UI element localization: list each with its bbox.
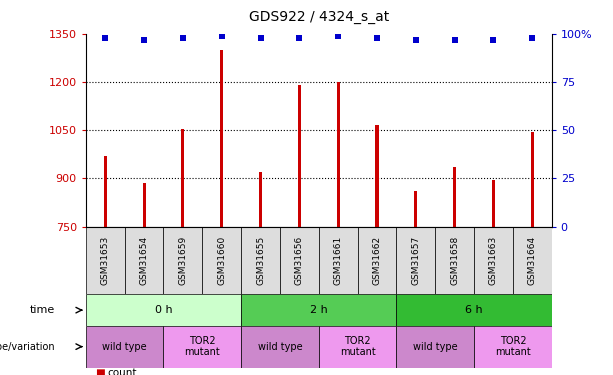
Text: GSM31657: GSM31657 — [411, 236, 421, 285]
Bar — [492, 180, 495, 227]
Text: wild type: wild type — [413, 342, 457, 352]
Bar — [319, 326, 397, 368]
Text: GSM31664: GSM31664 — [528, 236, 537, 285]
Text: time: time — [29, 305, 55, 315]
Text: 6 h: 6 h — [465, 305, 483, 315]
Text: 0 h: 0 h — [154, 305, 172, 315]
Bar — [531, 132, 534, 227]
Text: GSM31656: GSM31656 — [295, 236, 304, 285]
Bar — [86, 227, 124, 294]
Bar — [202, 227, 241, 294]
Text: genotype/variation: genotype/variation — [0, 342, 55, 352]
Bar — [474, 227, 513, 294]
Bar — [181, 129, 185, 227]
Text: GSM31658: GSM31658 — [450, 236, 459, 285]
Bar — [241, 326, 319, 368]
Text: GSM31655: GSM31655 — [256, 236, 265, 285]
Bar — [164, 326, 241, 368]
Bar — [397, 227, 435, 294]
Text: 2 h: 2 h — [310, 305, 327, 315]
Text: GSM31661: GSM31661 — [333, 236, 343, 285]
Bar — [298, 85, 301, 227]
Text: GSM31663: GSM31663 — [489, 236, 498, 285]
Text: TOR2
mutant: TOR2 mutant — [340, 336, 375, 357]
Text: GSM31660: GSM31660 — [217, 236, 226, 285]
Bar — [86, 326, 164, 368]
Bar — [280, 227, 319, 294]
Bar — [435, 227, 474, 294]
Bar — [220, 50, 223, 227]
Text: ■: ■ — [95, 368, 105, 375]
Bar — [124, 227, 164, 294]
Bar — [142, 183, 146, 227]
Text: TOR2
mutant: TOR2 mutant — [495, 336, 531, 357]
Text: GDS922 / 4324_s_at: GDS922 / 4324_s_at — [249, 10, 389, 24]
Text: GSM31654: GSM31654 — [140, 236, 148, 285]
Text: count: count — [107, 368, 137, 375]
Text: wild type: wild type — [102, 342, 147, 352]
Bar — [164, 227, 202, 294]
Bar — [414, 191, 417, 227]
Bar — [319, 227, 357, 294]
Bar — [375, 125, 379, 227]
Bar — [86, 294, 241, 326]
Bar — [357, 227, 397, 294]
Bar — [241, 227, 280, 294]
Bar — [259, 172, 262, 227]
Bar — [337, 82, 340, 227]
Bar — [453, 167, 456, 227]
Bar — [513, 227, 552, 294]
Bar — [474, 326, 552, 368]
Text: GSM31662: GSM31662 — [373, 236, 381, 285]
Bar — [397, 326, 474, 368]
Text: TOR2
mutant: TOR2 mutant — [185, 336, 220, 357]
Text: GSM31659: GSM31659 — [178, 236, 188, 285]
Bar — [104, 156, 107, 227]
Bar — [241, 294, 397, 326]
Text: GSM31653: GSM31653 — [101, 236, 110, 285]
Bar — [397, 294, 552, 326]
Text: wild type: wild type — [257, 342, 302, 352]
